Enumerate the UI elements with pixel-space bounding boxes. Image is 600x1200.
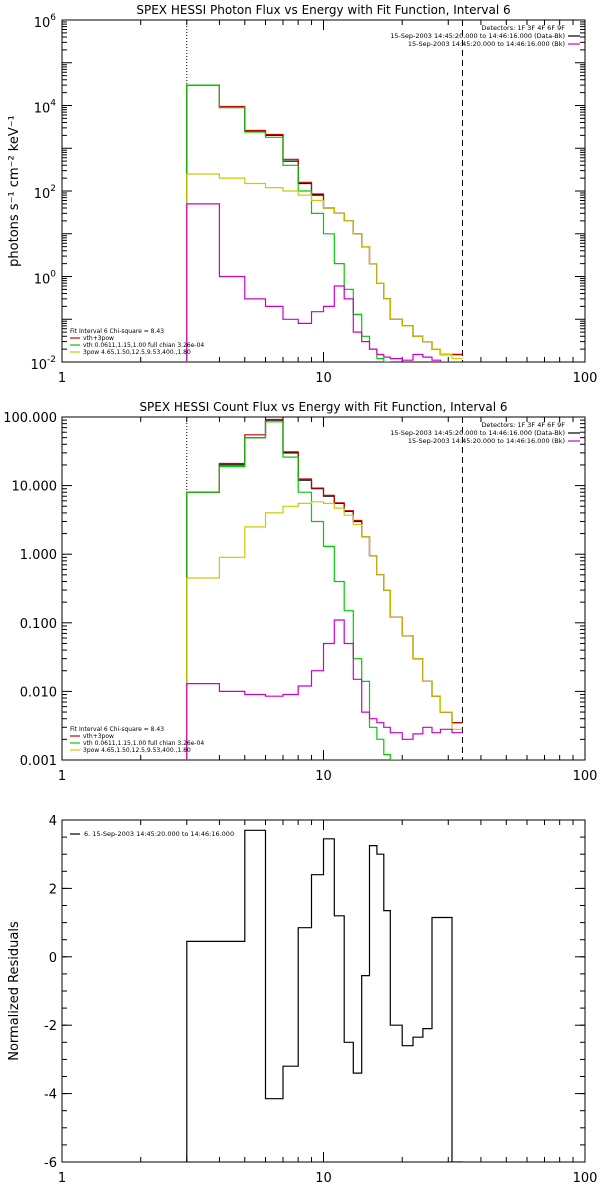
legend-topright-entry: 15-Sep-2003 14:45:20.000 to 14:46:16.000… xyxy=(408,40,565,48)
y-axis-label: photons s⁻¹ cm⁻² keV⁻¹ xyxy=(7,115,22,267)
x-tick-label: 1 xyxy=(58,769,66,784)
series-2-line xyxy=(186,84,463,362)
x-tick-label: 1 xyxy=(58,1171,66,1186)
chart-panel-3: 1 10 100 -6 -4 -2 0 2 4 Normalized Residuals 6. 15… xyxy=(7,814,597,1186)
series-3-line xyxy=(186,84,391,362)
series-5-line xyxy=(186,203,463,362)
plot-frame xyxy=(61,416,586,761)
data-series-group xyxy=(186,418,463,760)
legend-bottomleft-entry: Fit Interval 6 Chi-square = 8.43 xyxy=(70,726,164,733)
series-4-line xyxy=(186,173,463,362)
y-tick-label: 106 xyxy=(34,13,57,31)
y-tick-label: -6 xyxy=(44,1156,57,1171)
data-series-group xyxy=(186,829,463,1162)
y-tick-base: 10 xyxy=(30,358,47,373)
y-tick-label: 104 xyxy=(34,99,57,117)
series-4-line xyxy=(186,501,463,760)
y-axis-label: Normalized Residuals xyxy=(7,921,22,1061)
legend-bottomleft-entry: 3pow 4.65,1.50,12.5,9.53,400.,1.80 xyxy=(83,747,191,754)
series-1-line xyxy=(186,84,463,362)
y-tick-exponent: -2 xyxy=(47,355,56,365)
y-tick-label: 0.010 xyxy=(20,685,57,700)
y-tick-label: 102 xyxy=(34,184,56,202)
x-tick-label: 100 xyxy=(573,371,598,386)
y-tick-base: 10 xyxy=(34,187,51,202)
legend-topright-entry: Detectors: 1F 3F 4F 6F 9F xyxy=(481,421,565,429)
chart-title: SPEX HESSI Photon Flux vs Energy with Fi… xyxy=(136,3,510,17)
legend-topright-entry: 15-Sep-2003 14:45:20.000 to 14:46:16.000… xyxy=(390,429,565,437)
series-3-line xyxy=(186,421,403,760)
legend-bottomleft-entry: vth+3pow xyxy=(83,335,114,342)
legend-topright-entry: 15-Sep-2003 14:45:20.000 to 14:46:16.000… xyxy=(408,437,565,445)
y-tick-base: 10 xyxy=(34,16,51,31)
legend-bottomleft-entry: 3pow 4.65,1.50,12.5,9.53,400.,1.80 xyxy=(83,349,191,356)
y-tick-exponent: 0 xyxy=(50,270,56,280)
legend-bottomleft-entry: Fit Interval 6 Chi-square = 8.43 xyxy=(70,328,164,335)
legend-topleft-entry: 6. 15-Sep-2003 14:45:20.000 to 14:46:16.… xyxy=(84,830,234,838)
y-tick-label: 10.000 xyxy=(12,480,58,495)
legend-topright-entry: Detectors: 1F 3F 4F 6F 9F xyxy=(481,24,565,32)
y-tick-label: 4 xyxy=(49,814,57,829)
x-tick-label: 10 xyxy=(315,1171,332,1186)
series-1-line xyxy=(186,419,463,760)
data-series-group xyxy=(186,84,463,362)
y-tick-label: 100.000 xyxy=(3,411,57,426)
series-1-line xyxy=(186,829,463,1162)
y-tick-label: -4 xyxy=(44,1088,57,1103)
y-tick-label: 0.001 xyxy=(20,754,57,769)
x-tick-label: 10 xyxy=(315,769,332,784)
y-tick-base: 10 xyxy=(34,273,51,288)
y-tick-label: 10-2 xyxy=(30,355,56,373)
y-tick-base: 10 xyxy=(34,102,51,117)
y-tick-label: 2 xyxy=(49,882,57,897)
y-tick-label: -2 xyxy=(44,1019,57,1034)
y-tick-label: 0.100 xyxy=(20,617,57,632)
chart-title: SPEX HESSI Count Flux vs Energy with Fit… xyxy=(139,400,507,414)
x-tick-label: 100 xyxy=(573,1171,598,1186)
x-tick-label: 10 xyxy=(315,371,332,386)
y-tick-exponent: 4 xyxy=(50,99,56,109)
legend-bottomleft-entry: vth 0.0611,1.15,1.00 full chian 3.26e-04 xyxy=(83,342,204,349)
x-tick-label: 1 xyxy=(58,371,66,386)
y-tick-exponent: 6 xyxy=(50,13,56,23)
x-tick-label: 100 xyxy=(573,769,598,784)
y-tick-exponent: 2 xyxy=(50,184,56,194)
series-2-line xyxy=(186,418,463,760)
chart-panel-2: 1 10 100 0.001 0.010 0.100 1.000 10.000 100.000 S… xyxy=(3,400,597,784)
y-tick-label: 0 xyxy=(49,951,57,966)
legend-topright-entry: 15-Sep-2003 14:45:20.000 to 14:46:16.000… xyxy=(390,32,565,40)
y-tick-label: 100 xyxy=(34,270,57,288)
y-tick-label: 1.000 xyxy=(20,548,57,563)
legend-bottomleft-entry: vth 0.0611,1.15,1.00 full chian 3.26e-04 xyxy=(83,740,204,747)
series-5-line xyxy=(186,619,463,760)
legend-bottomleft-entry: vth+3pow xyxy=(83,733,114,740)
